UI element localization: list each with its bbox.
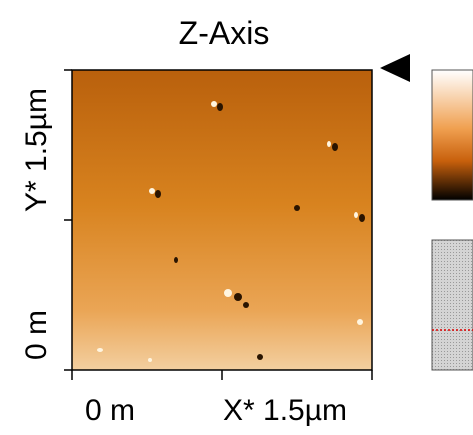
x-axis-right-label: X* 1.5µm [223, 394, 347, 427]
y-axis-bottom-label: 0 m [20, 310, 53, 360]
x-axis-left-label: 0 m [85, 394, 135, 427]
afm-image [72, 70, 372, 370]
title: Z-Axis [179, 15, 270, 51]
y-axis-top-label: Y* 1.5µm [20, 88, 53, 212]
color-scale [432, 70, 473, 200]
level-marker[interactable] [380, 54, 410, 82]
histogram-panel [432, 240, 473, 370]
afm-view: Z-Axis [0, 0, 473, 430]
